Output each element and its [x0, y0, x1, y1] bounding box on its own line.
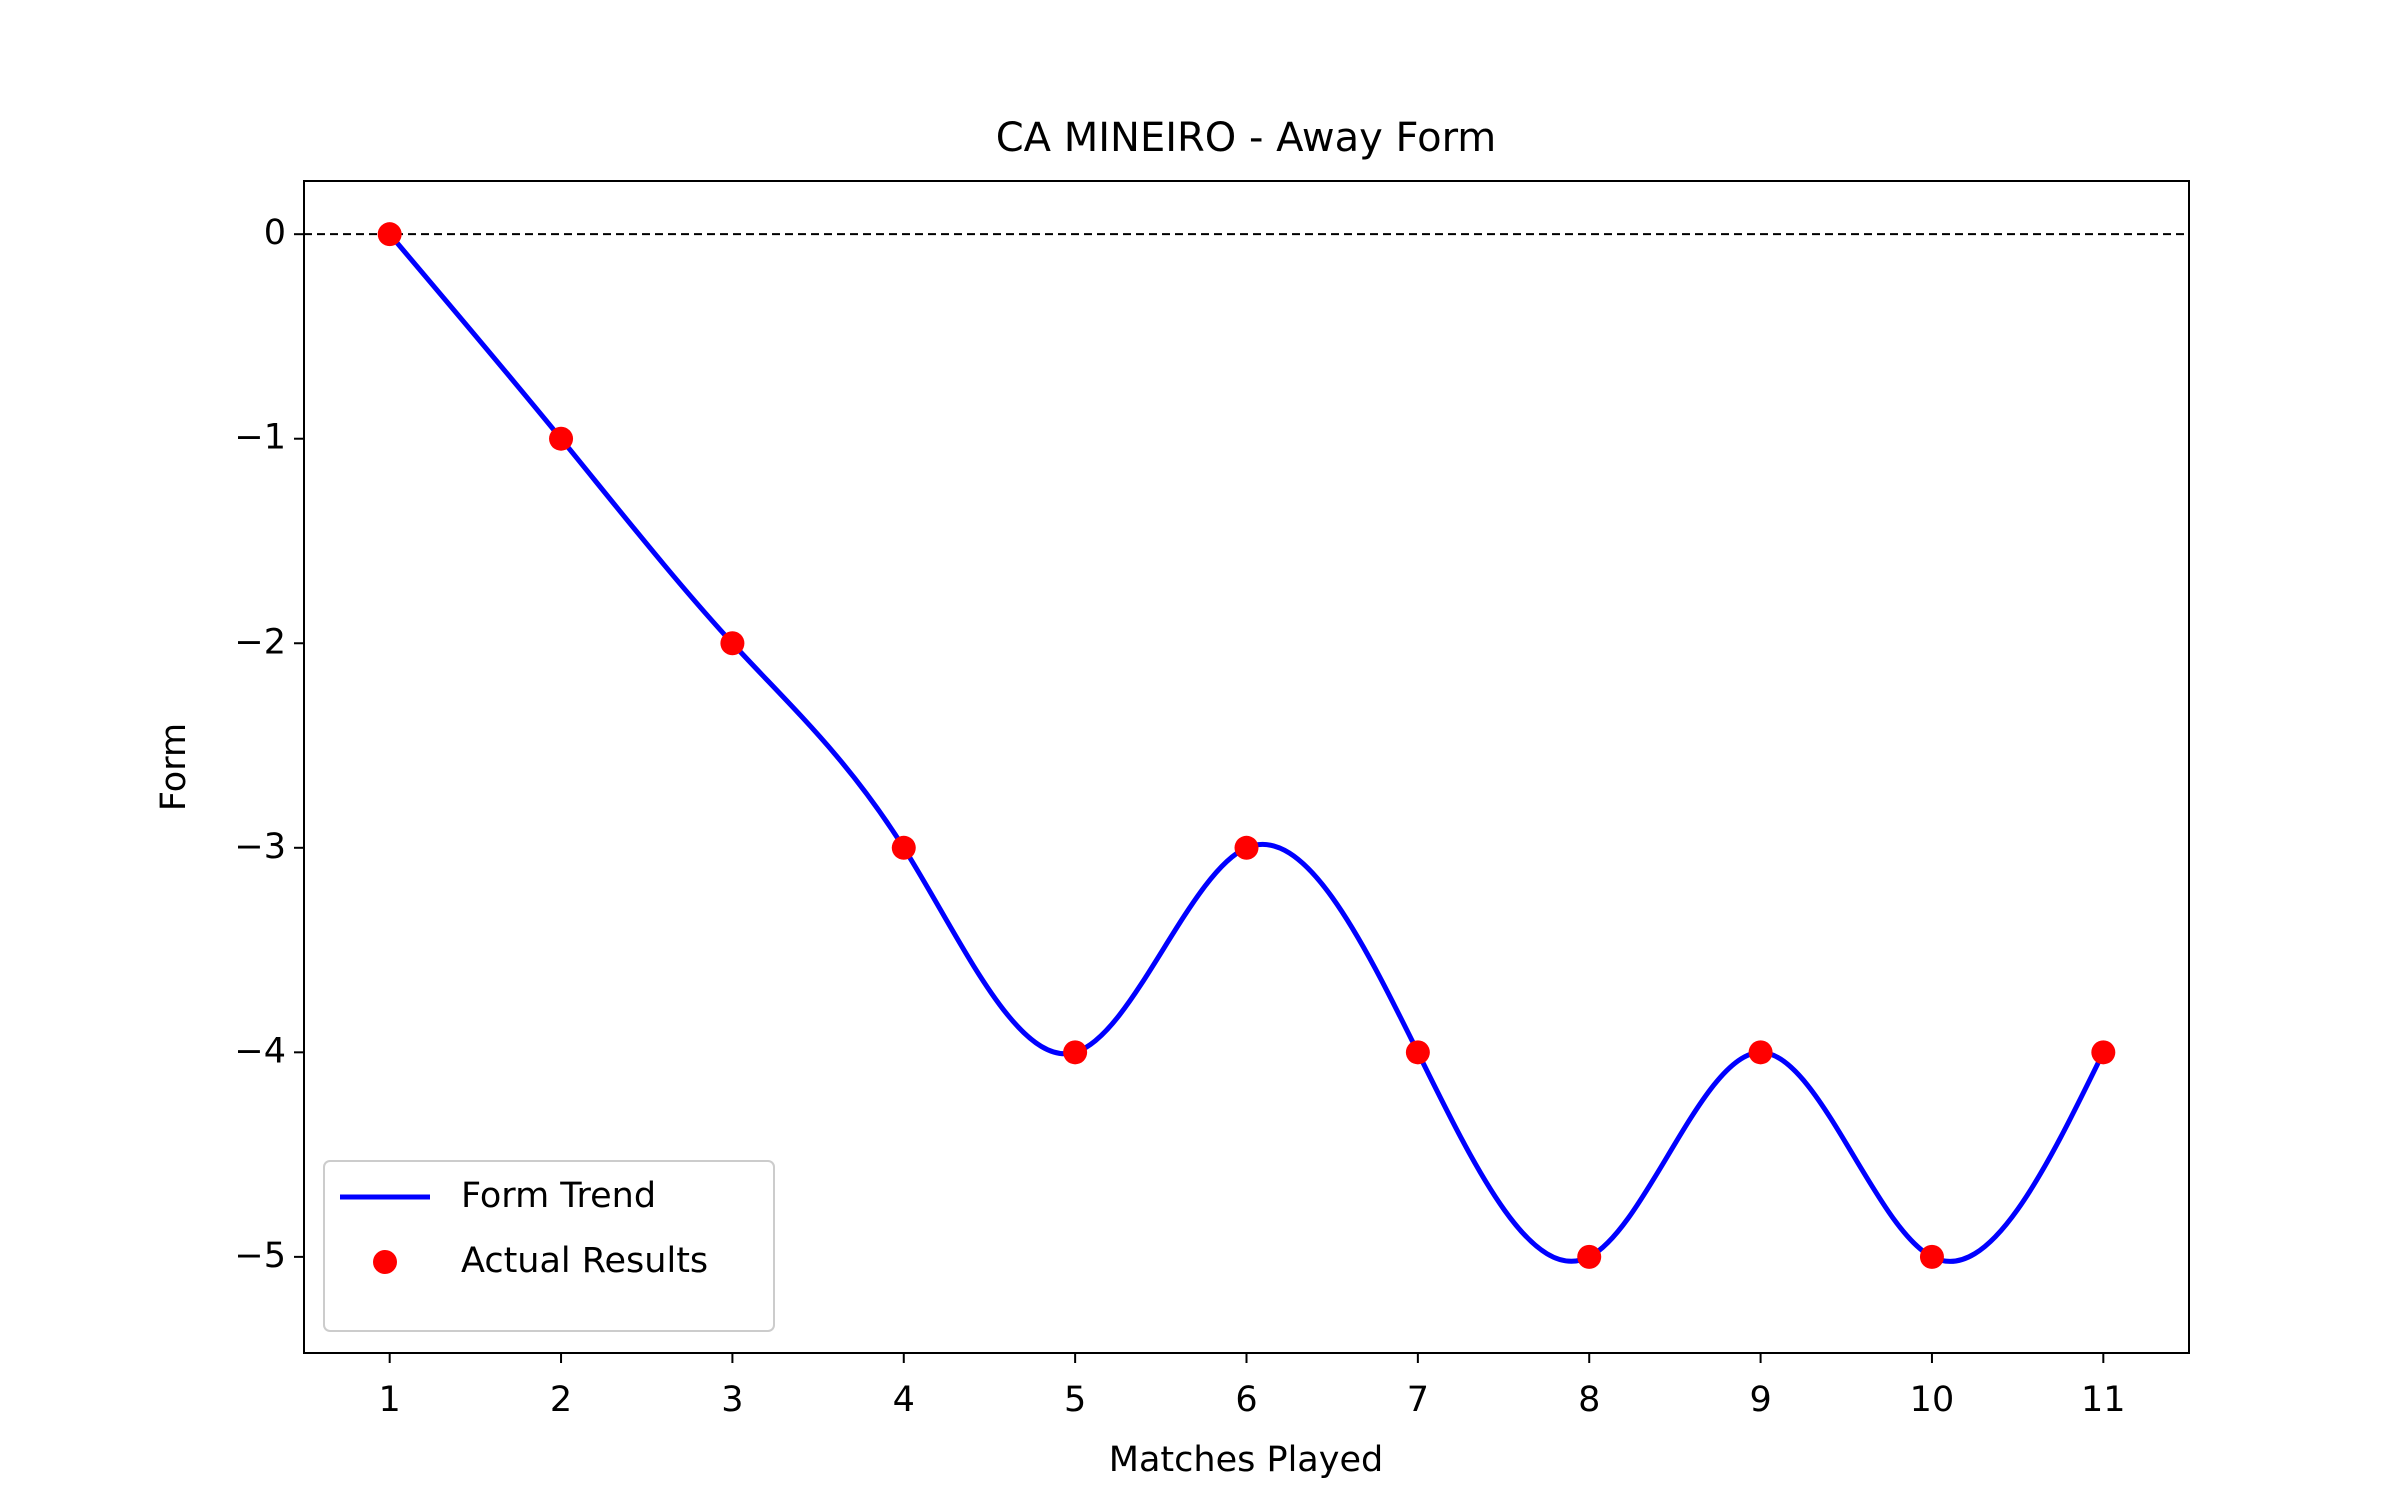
y-tick-label: 0: [264, 213, 286, 253]
x-tick-label: 2: [550, 1380, 572, 1420]
legend: Form Trend Actual Results: [323, 1160, 775, 1332]
y-tick-label: −2: [234, 622, 286, 662]
scatter-point: [1577, 1244, 1602, 1269]
x-tick-label: 6: [1235, 1380, 1257, 1420]
y-tick-label: −5: [234, 1236, 286, 1276]
scatter-point: [891, 835, 916, 860]
scatter-point: [549, 426, 574, 451]
plot-frame: [303, 180, 2190, 1354]
x-tick-label: 1: [379, 1380, 401, 1420]
chart-title: CA MINEIRO - Away Form: [996, 115, 1497, 161]
x-tick-label: 4: [893, 1380, 915, 1420]
x-axis-label: Matches Played: [1109, 1440, 1383, 1480]
x-tick-label: 5: [1064, 1380, 1086, 1420]
x-tick-label: 7: [1407, 1380, 1429, 1420]
scatter-point: [720, 631, 745, 656]
x-tick-label: 11: [2081, 1380, 2126, 1420]
y-tick-label: −3: [234, 827, 286, 867]
x-tick-label: 9: [1749, 1380, 1771, 1420]
scatter-point: [1919, 1244, 1944, 1269]
scatter-point: [1748, 1040, 1773, 1065]
trend-line: [387, 232, 2106, 1264]
legend-label: Actual Results: [461, 1241, 708, 1281]
y-axis-label: Form: [154, 723, 194, 811]
scatter-point: [2091, 1040, 2116, 1065]
y-tick-label: −1: [234, 418, 286, 458]
x-tick-label: 10: [1910, 1380, 1955, 1420]
scatter-point: [1405, 1040, 1430, 1065]
legend-box: [323, 1160, 775, 1332]
x-tick-label: 8: [1578, 1380, 1600, 1420]
scatter-point: [377, 222, 402, 247]
scatter-point: [1234, 835, 1259, 860]
y-tick-label: −4: [234, 1031, 286, 1071]
legend-swatch: [373, 1250, 397, 1274]
x-tick-label: 3: [721, 1380, 743, 1420]
legend-label: Form Trend: [461, 1176, 656, 1216]
scatter-point: [1063, 1040, 1088, 1065]
